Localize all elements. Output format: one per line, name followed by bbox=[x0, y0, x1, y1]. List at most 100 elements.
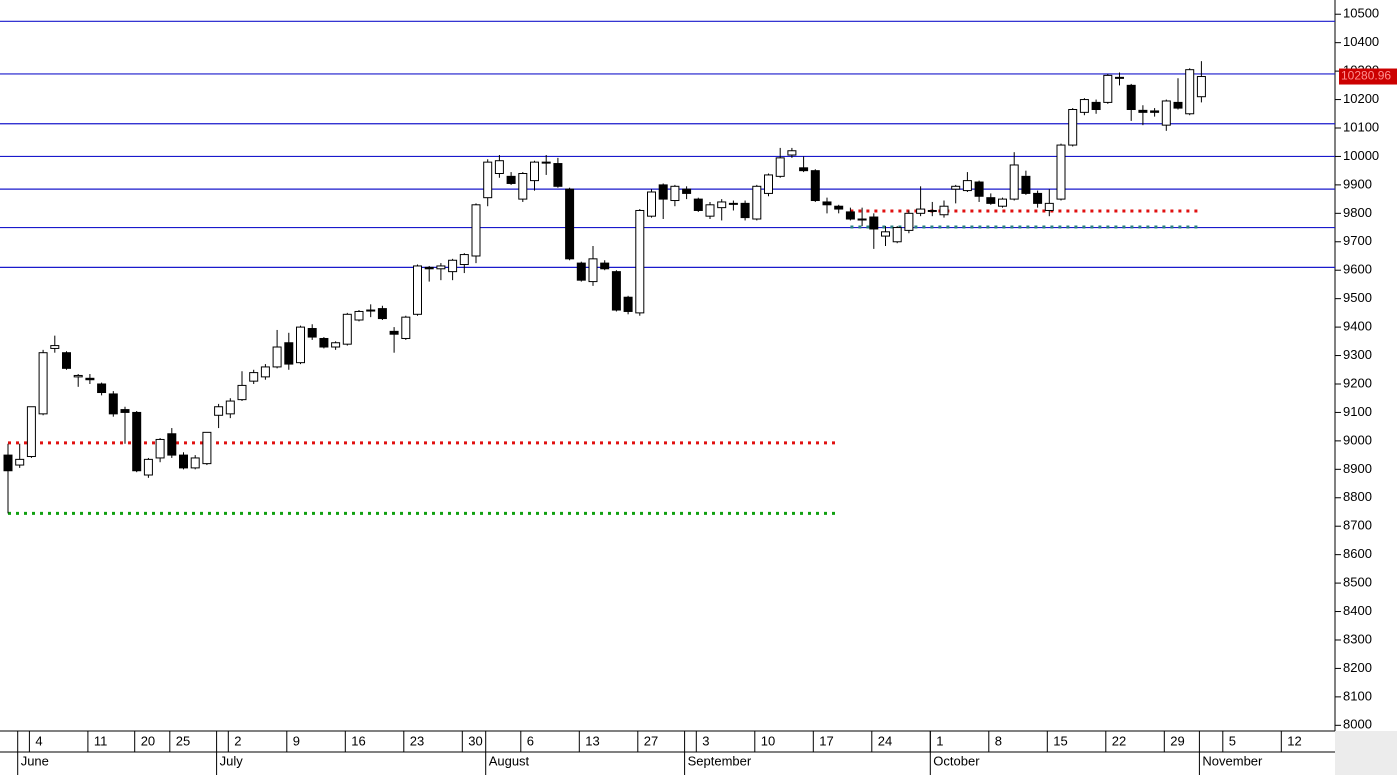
x-tick-label: 25 bbox=[176, 733, 190, 748]
candle-body bbox=[1126, 84, 1136, 111]
candle-body bbox=[764, 174, 773, 194]
candle-body bbox=[951, 185, 961, 190]
month-label: October bbox=[933, 753, 980, 768]
candle-body bbox=[1009, 164, 1019, 200]
candle-body bbox=[366, 309, 376, 312]
y-tick-label: 9800 bbox=[1343, 205, 1372, 220]
month-label: August bbox=[489, 753, 530, 768]
candle-body bbox=[202, 431, 212, 465]
y-tick-label: 9300 bbox=[1343, 347, 1372, 362]
x-tick-label: 1 bbox=[936, 733, 943, 748]
candle-body bbox=[635, 209, 645, 314]
candle-body bbox=[342, 313, 352, 345]
candle-body bbox=[15, 458, 25, 466]
y-tick-label: 9100 bbox=[1343, 404, 1372, 419]
month-label: November bbox=[1202, 753, 1263, 768]
candle-body bbox=[214, 406, 224, 416]
candle-body bbox=[693, 198, 703, 211]
y-tick-label: 9000 bbox=[1343, 432, 1372, 447]
candle-body bbox=[50, 345, 60, 349]
candle-body bbox=[892, 227, 902, 243]
y-tick-label: 8200 bbox=[1343, 660, 1372, 675]
y-tick-label: 8800 bbox=[1343, 489, 1372, 504]
candle-body bbox=[132, 411, 142, 472]
candle-body bbox=[1056, 144, 1066, 200]
y-tick-label: 9500 bbox=[1343, 290, 1372, 305]
candle-body bbox=[974, 181, 984, 197]
candle-body bbox=[155, 438, 165, 459]
candle-body bbox=[1091, 101, 1101, 111]
y-tick-label: 8900 bbox=[1343, 461, 1372, 476]
candle-body bbox=[1079, 99, 1089, 113]
candle-body bbox=[506, 175, 516, 184]
candle-body bbox=[682, 188, 692, 194]
candle-body bbox=[1196, 76, 1206, 98]
candle-body bbox=[998, 198, 1007, 207]
candle-body bbox=[494, 160, 504, 175]
candle-body bbox=[541, 161, 551, 164]
corner bbox=[1335, 731, 1397, 775]
candle-body bbox=[962, 180, 972, 192]
x-tick-label: 11 bbox=[94, 733, 108, 748]
candle-body bbox=[1173, 101, 1183, 109]
x-tick-label: 20 bbox=[141, 733, 155, 748]
candle-body bbox=[413, 265, 422, 315]
x-tick-label: 15 bbox=[1053, 733, 1067, 748]
candle-body bbox=[331, 342, 341, 348]
month-label: July bbox=[220, 753, 244, 768]
candle-body bbox=[799, 167, 809, 172]
x-tick-label: 29 bbox=[1170, 733, 1184, 748]
y-tick-label: 8000 bbox=[1343, 717, 1372, 732]
candle-body bbox=[810, 170, 820, 202]
candle-body bbox=[1150, 110, 1160, 113]
candle-body bbox=[377, 308, 387, 320]
candle-body bbox=[576, 262, 586, 281]
candle-body bbox=[623, 296, 633, 312]
y-tick-label: 9400 bbox=[1343, 319, 1372, 334]
candle-body bbox=[167, 433, 177, 456]
candle-body bbox=[249, 372, 259, 382]
candle-body bbox=[307, 328, 317, 338]
y-tick-label: 10500 bbox=[1343, 6, 1379, 21]
candle-body bbox=[1068, 109, 1078, 146]
candle-body bbox=[73, 374, 83, 378]
y-tick-label: 10200 bbox=[1343, 91, 1379, 106]
x-tick-label: 10 bbox=[761, 733, 775, 748]
y-tick-label: 9700 bbox=[1343, 233, 1372, 248]
candle-body bbox=[717, 201, 727, 209]
candle-body bbox=[284, 342, 294, 365]
candle-body bbox=[225, 400, 235, 415]
x-tick-label: 30 bbox=[468, 733, 482, 748]
candle-body bbox=[728, 202, 738, 205]
x-tick-label: 16 bbox=[351, 733, 365, 748]
candle-body bbox=[1044, 202, 1054, 211]
candle-body bbox=[260, 366, 270, 378]
candle-body bbox=[916, 208, 926, 214]
candle-body bbox=[483, 161, 493, 199]
candle-body bbox=[705, 204, 715, 217]
y-tick-label: 10100 bbox=[1343, 119, 1379, 134]
candle-body bbox=[904, 212, 914, 231]
candle-body bbox=[822, 201, 832, 206]
candle-body bbox=[518, 173, 528, 200]
candle-body bbox=[670, 185, 680, 202]
candle-body bbox=[857, 218, 867, 221]
y-tick-label: 8300 bbox=[1343, 631, 1372, 646]
candle-body bbox=[647, 191, 656, 217]
y-tick-label: 8100 bbox=[1343, 688, 1372, 703]
candle-body bbox=[3, 454, 13, 472]
candle-body bbox=[354, 310, 364, 321]
candle-body bbox=[120, 409, 130, 413]
y-tick-label: 8400 bbox=[1343, 603, 1372, 618]
x-tick-label: 3 bbox=[702, 733, 709, 748]
candle-body bbox=[752, 185, 762, 220]
x-tick-label: 24 bbox=[878, 733, 892, 748]
x-tick-label: 27 bbox=[644, 733, 658, 748]
candle-body bbox=[401, 316, 411, 339]
candle-body bbox=[869, 216, 879, 230]
candle-body bbox=[1021, 175, 1031, 194]
candle-body bbox=[459, 254, 469, 266]
candle-body bbox=[986, 197, 996, 204]
last-price-box bbox=[1339, 68, 1397, 85]
